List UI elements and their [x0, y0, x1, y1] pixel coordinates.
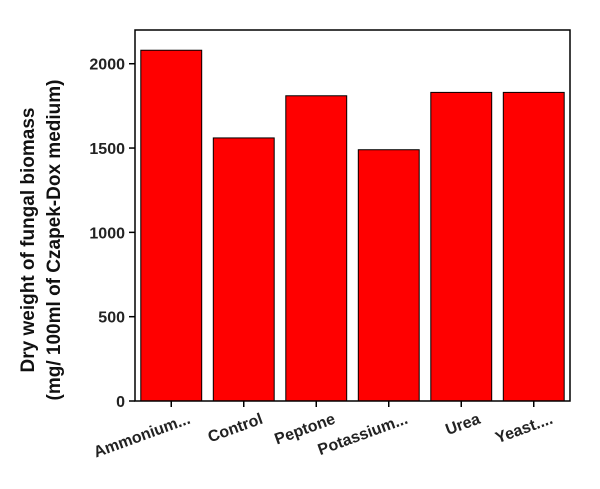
y-tick-label-1: 500 — [98, 310, 125, 327]
x-tick-label-0: Ammonium... — [92, 411, 193, 462]
x-tick-label-5: Yeast.... — [493, 411, 555, 447]
plot-frame — [134, 29, 571, 402]
x-tick-label-4: Urea — [443, 411, 482, 439]
y-axis-title-line1: Dry weight of fungal biomass — [18, 108, 39, 373]
y-tick-label-4: 2000 — [89, 57, 125, 74]
y-tick-label-3: 1500 — [89, 141, 125, 158]
bar-4 — [430, 91, 493, 402]
y-tick-label-0: 0 — [116, 394, 125, 411]
y-axis-title-line2: (mg/ 100ml of Czapek-Dox medium) — [44, 80, 65, 401]
bar-3 — [357, 149, 420, 402]
y-tick-label-2: 1000 — [89, 225, 125, 242]
y-axis-title: Dry weight of fungal biomass (mg/ 100ml … — [18, 80, 65, 401]
bar-1 — [212, 137, 275, 402]
bar-5 — [502, 91, 565, 402]
bar-0 — [140, 49, 203, 402]
bar-2 — [285, 95, 348, 402]
x-tick-label-1: Control — [206, 411, 265, 446]
